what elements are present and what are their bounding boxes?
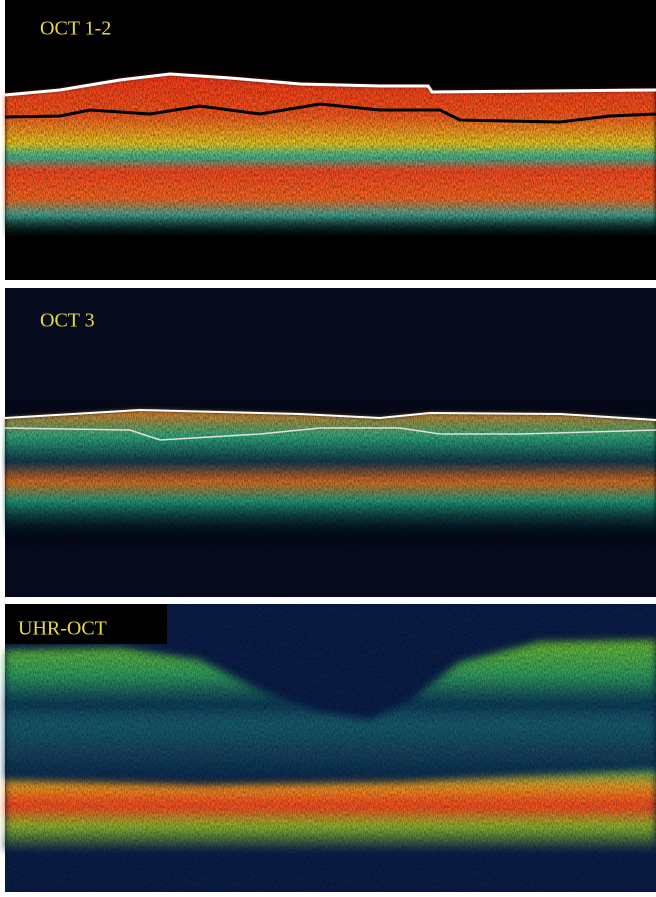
panel-label: OCT 1-2 <box>40 18 111 40</box>
panel-label: UHR-OCT <box>18 618 107 640</box>
panel-label: OCT 3 <box>40 310 95 332</box>
speckle <box>5 400 656 550</box>
panel-oct-3: OCT 3 <box>5 288 656 597</box>
panel-oct-1-2: OCT 1-2 <box>5 0 656 280</box>
panel-uhr-oct: UHR-OCT <box>5 604 656 892</box>
figure: OCT 1-2 OCT 3 UHR-OCT <box>0 0 656 892</box>
speckle <box>5 60 656 250</box>
speckle <box>5 604 656 892</box>
